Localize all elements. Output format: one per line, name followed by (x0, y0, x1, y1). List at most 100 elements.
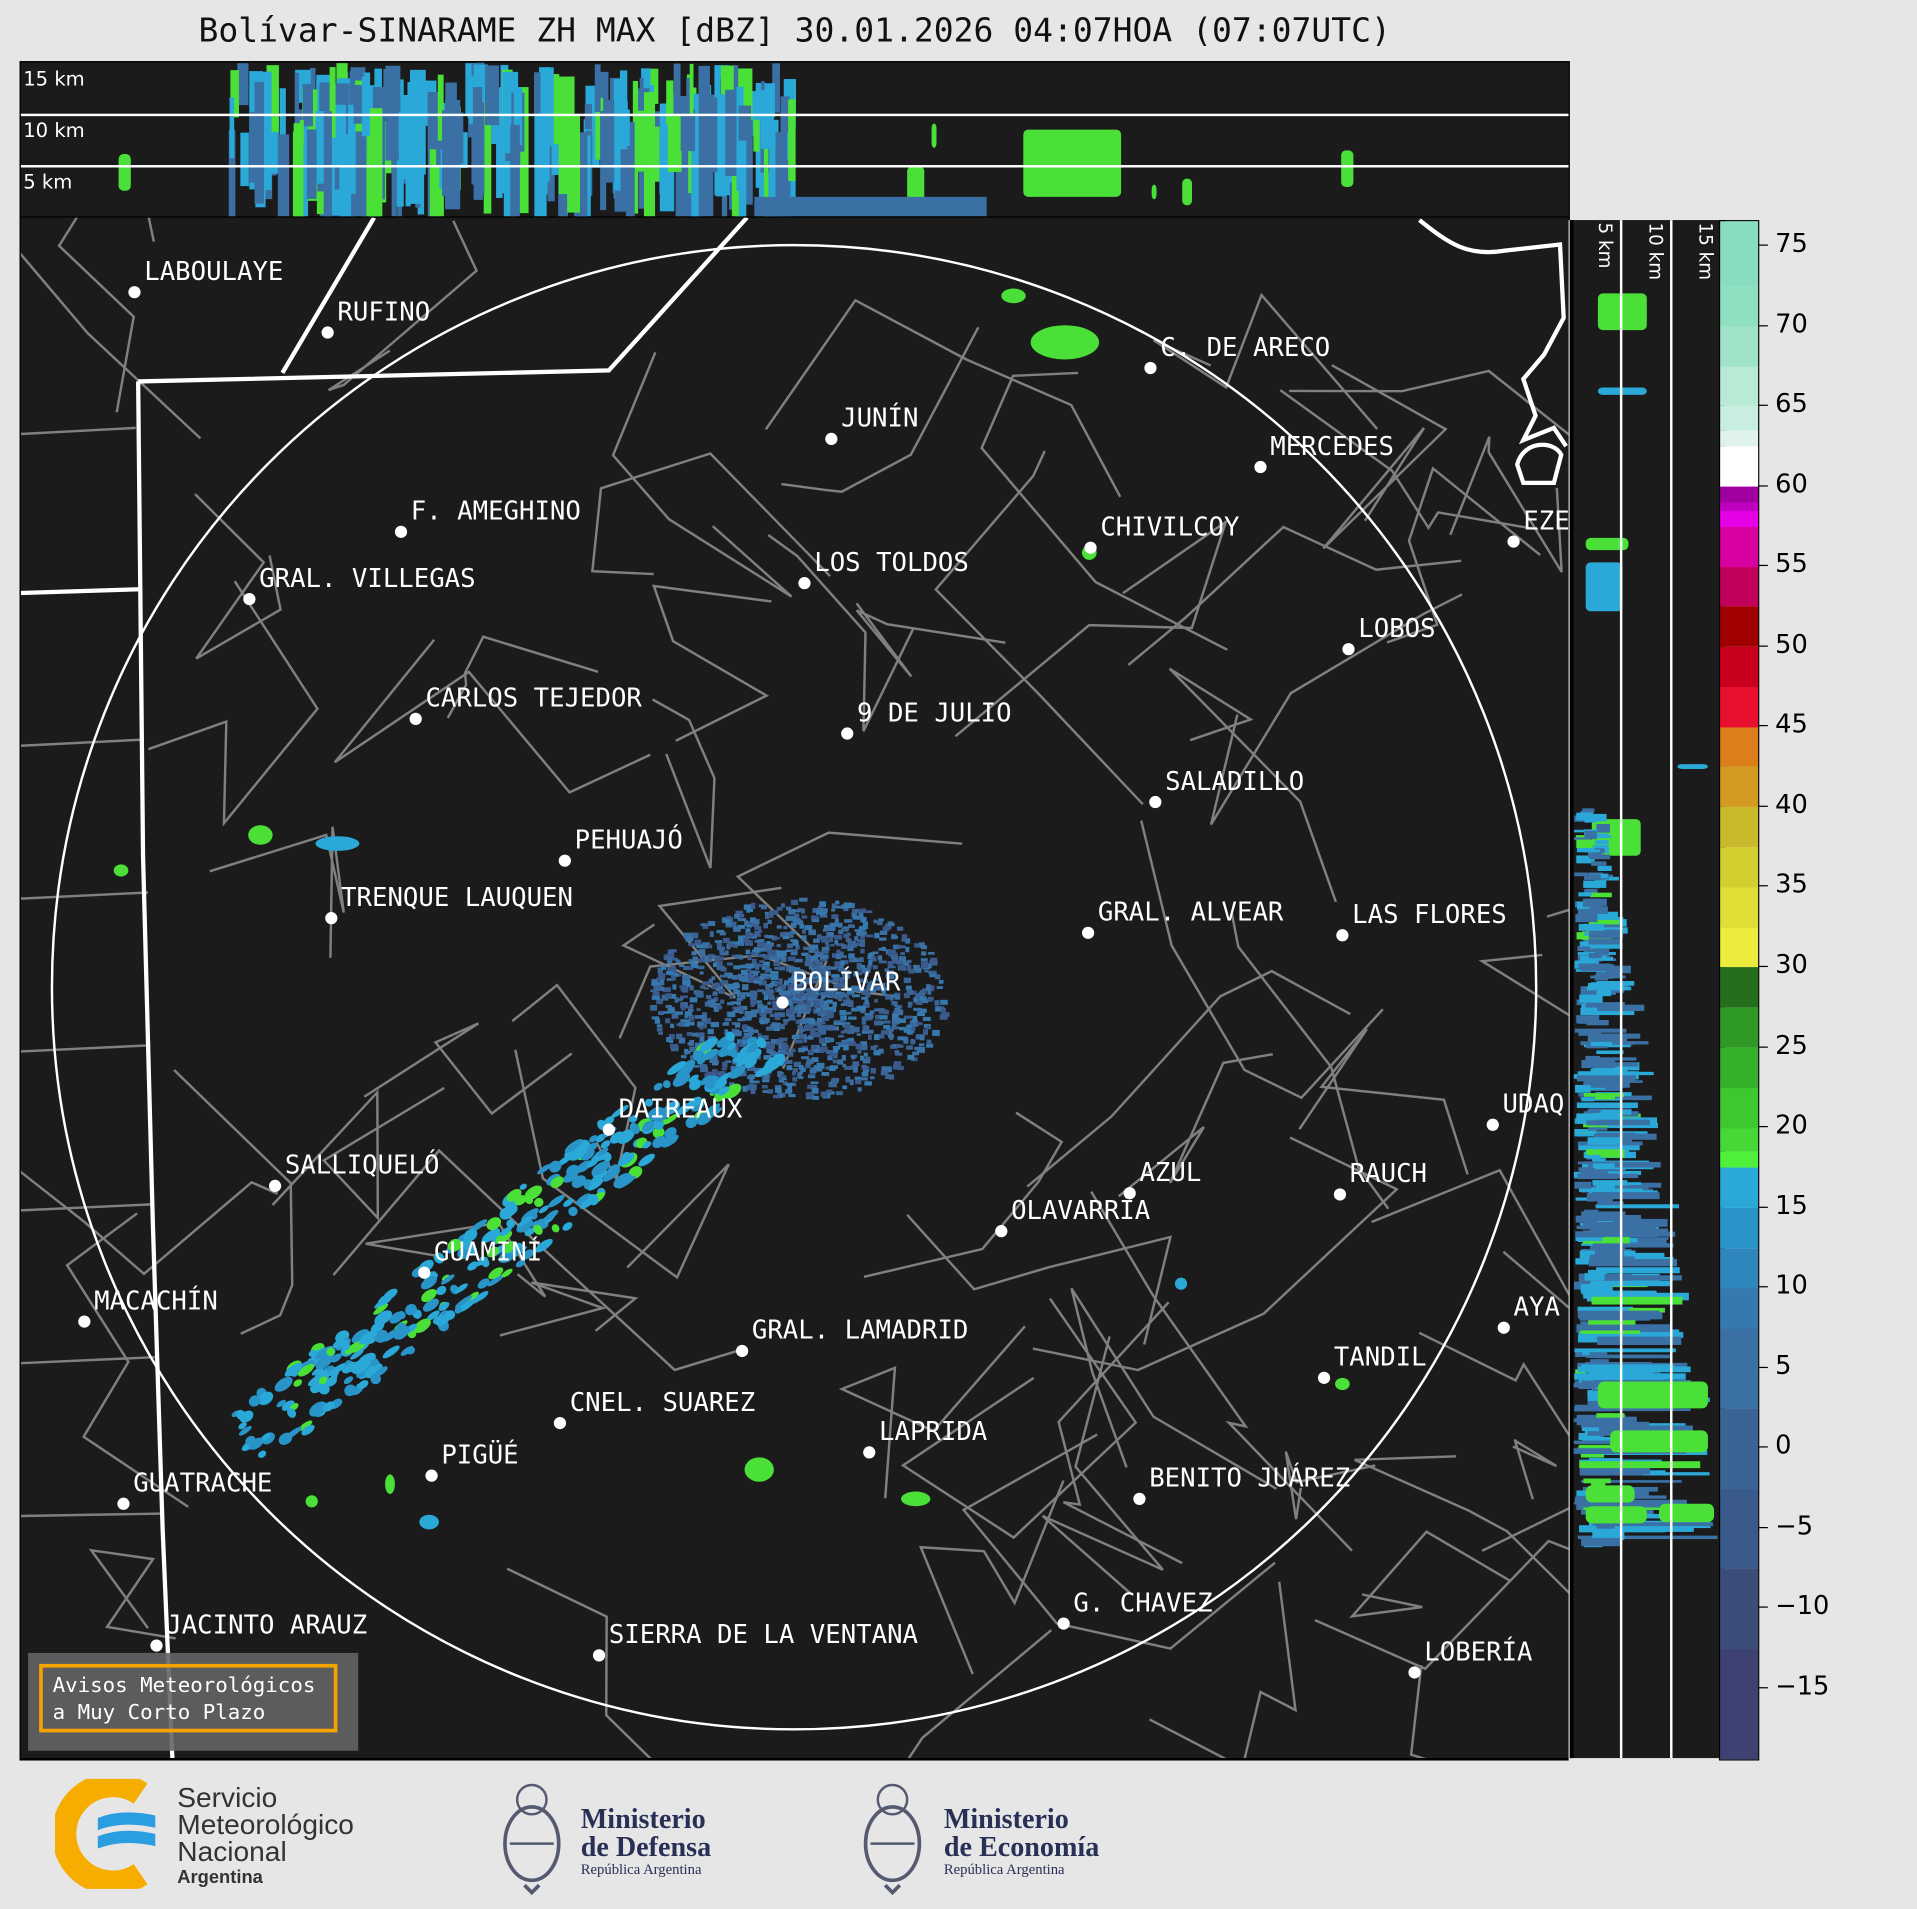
radar-map[interactable]: LABOULAYE RUFINO C. DE ARECO JUNÍN MERCEDES F… (19, 217, 1569, 1761)
clutter-echo (684, 1048, 689, 1055)
clutter-echo (849, 1079, 854, 1086)
side-echo (1591, 1307, 1629, 1311)
clutter-echo (803, 1038, 808, 1043)
clutter-echo (692, 1032, 698, 1037)
colorbar-band (1720, 566, 1759, 607)
storm-echo (1174, 1277, 1188, 1290)
streak-echo (345, 1361, 358, 1373)
clutter-echo (747, 940, 753, 945)
clutter-echo (932, 1029, 940, 1036)
storm-echo (385, 1474, 395, 1494)
clutter-echo (822, 928, 827, 932)
clutter-echo (668, 966, 677, 974)
clutter-echo (758, 980, 767, 986)
clutter-echo (750, 1088, 756, 1095)
streak-echo (322, 1401, 335, 1412)
city-marker (1333, 1188, 1347, 1201)
clutter-echo (774, 1013, 781, 1021)
clutter-echo (760, 1035, 769, 1040)
streak-echo (550, 1176, 564, 1189)
clutter-echo (749, 1077, 754, 1084)
streak-echo (652, 1135, 667, 1149)
side-echo (1597, 1381, 1708, 1409)
streak-echo (576, 1160, 592, 1173)
clutter-echo (785, 906, 792, 911)
streak-echo (495, 1230, 513, 1244)
warnings-legend-box[interactable]: Avisos Meteorológicos a Muy Corto Plazo (28, 1652, 359, 1751)
clutter-echo (683, 932, 692, 939)
clutter-echo (893, 1061, 902, 1067)
clutter-echo (702, 1064, 707, 1067)
colorbar-tick (1758, 324, 1768, 326)
clutter-echo (718, 1071, 726, 1078)
clutter-echo (791, 976, 798, 980)
colorbar-band (1720, 1151, 1759, 1169)
side-echo (1592, 1522, 1714, 1527)
clutter-echo (901, 934, 908, 941)
county-border (65, 1212, 189, 1508)
county-border (907, 1629, 1053, 1759)
side-echo (1587, 1137, 1621, 1145)
side-echo (1584, 849, 1601, 853)
streak-echo (382, 1328, 401, 1342)
clutter-echo (790, 922, 797, 928)
side-echo (1581, 1062, 1638, 1067)
clutter-echo (829, 966, 837, 970)
clutter-echo (709, 931, 714, 937)
top-echo (118, 154, 131, 191)
top-echo (445, 99, 461, 210)
side-echo (1590, 1280, 1671, 1287)
streak-echo (591, 1160, 611, 1176)
clutter-echo (851, 911, 858, 918)
clutter-echo (788, 1088, 793, 1094)
city-label: TRENQUE LAUQUEN (341, 882, 573, 913)
clutter-echo (791, 980, 797, 987)
streak-echo (457, 1299, 476, 1313)
clutter-echo (728, 941, 735, 946)
top-echo (763, 129, 769, 217)
clutter-echo (689, 997, 698, 1003)
city-marker (1408, 1666, 1421, 1679)
clutter-echo (827, 1055, 833, 1061)
streak-echo (535, 1218, 546, 1227)
clutter-echo (775, 958, 780, 965)
colorbar-band (1720, 365, 1759, 407)
clutter-echo (794, 984, 803, 989)
clutter-echo (751, 963, 760, 968)
top-echo (595, 97, 604, 160)
clutter-echo (776, 906, 783, 911)
colorbar-tick-label: 45 (1775, 709, 1808, 739)
city-marker (1254, 460, 1267, 474)
colorbar-tick (1758, 1606, 1768, 1609)
side-echo (1588, 1320, 1636, 1325)
clutter-echo (737, 973, 743, 978)
label-10km: 10 km (23, 118, 85, 142)
city-marker (1133, 1492, 1146, 1505)
side-echo (1592, 1192, 1660, 1200)
side-echo (1574, 872, 1588, 877)
clutter-echo (890, 979, 897, 984)
clutter-echo (699, 1036, 705, 1043)
clutter-echo (812, 955, 818, 959)
clutter-echo (726, 983, 736, 990)
clutter-echo (797, 1008, 803, 1014)
clutter-echo (868, 960, 873, 966)
clutter-echo (803, 1009, 811, 1014)
top-echo (753, 119, 760, 152)
streak-echo (236, 1409, 246, 1421)
clutter-echo (739, 1006, 744, 1012)
clutter-echo (694, 1042, 702, 1048)
clutter-echo (794, 1039, 803, 1044)
streak-echo (606, 1164, 620, 1175)
clutter-echo (837, 968, 846, 972)
clutter-echo (859, 941, 866, 948)
clutter-echo (662, 987, 671, 993)
clutter-echo (750, 923, 759, 927)
side-echo (1577, 1535, 1718, 1540)
clutter-echo (731, 1028, 737, 1033)
streak-echo (728, 1047, 738, 1059)
gridline-10km (20, 113, 1569, 117)
clutter-echo (829, 943, 835, 947)
top-echo (700, 99, 714, 217)
clutter-echo (713, 1007, 719, 1013)
